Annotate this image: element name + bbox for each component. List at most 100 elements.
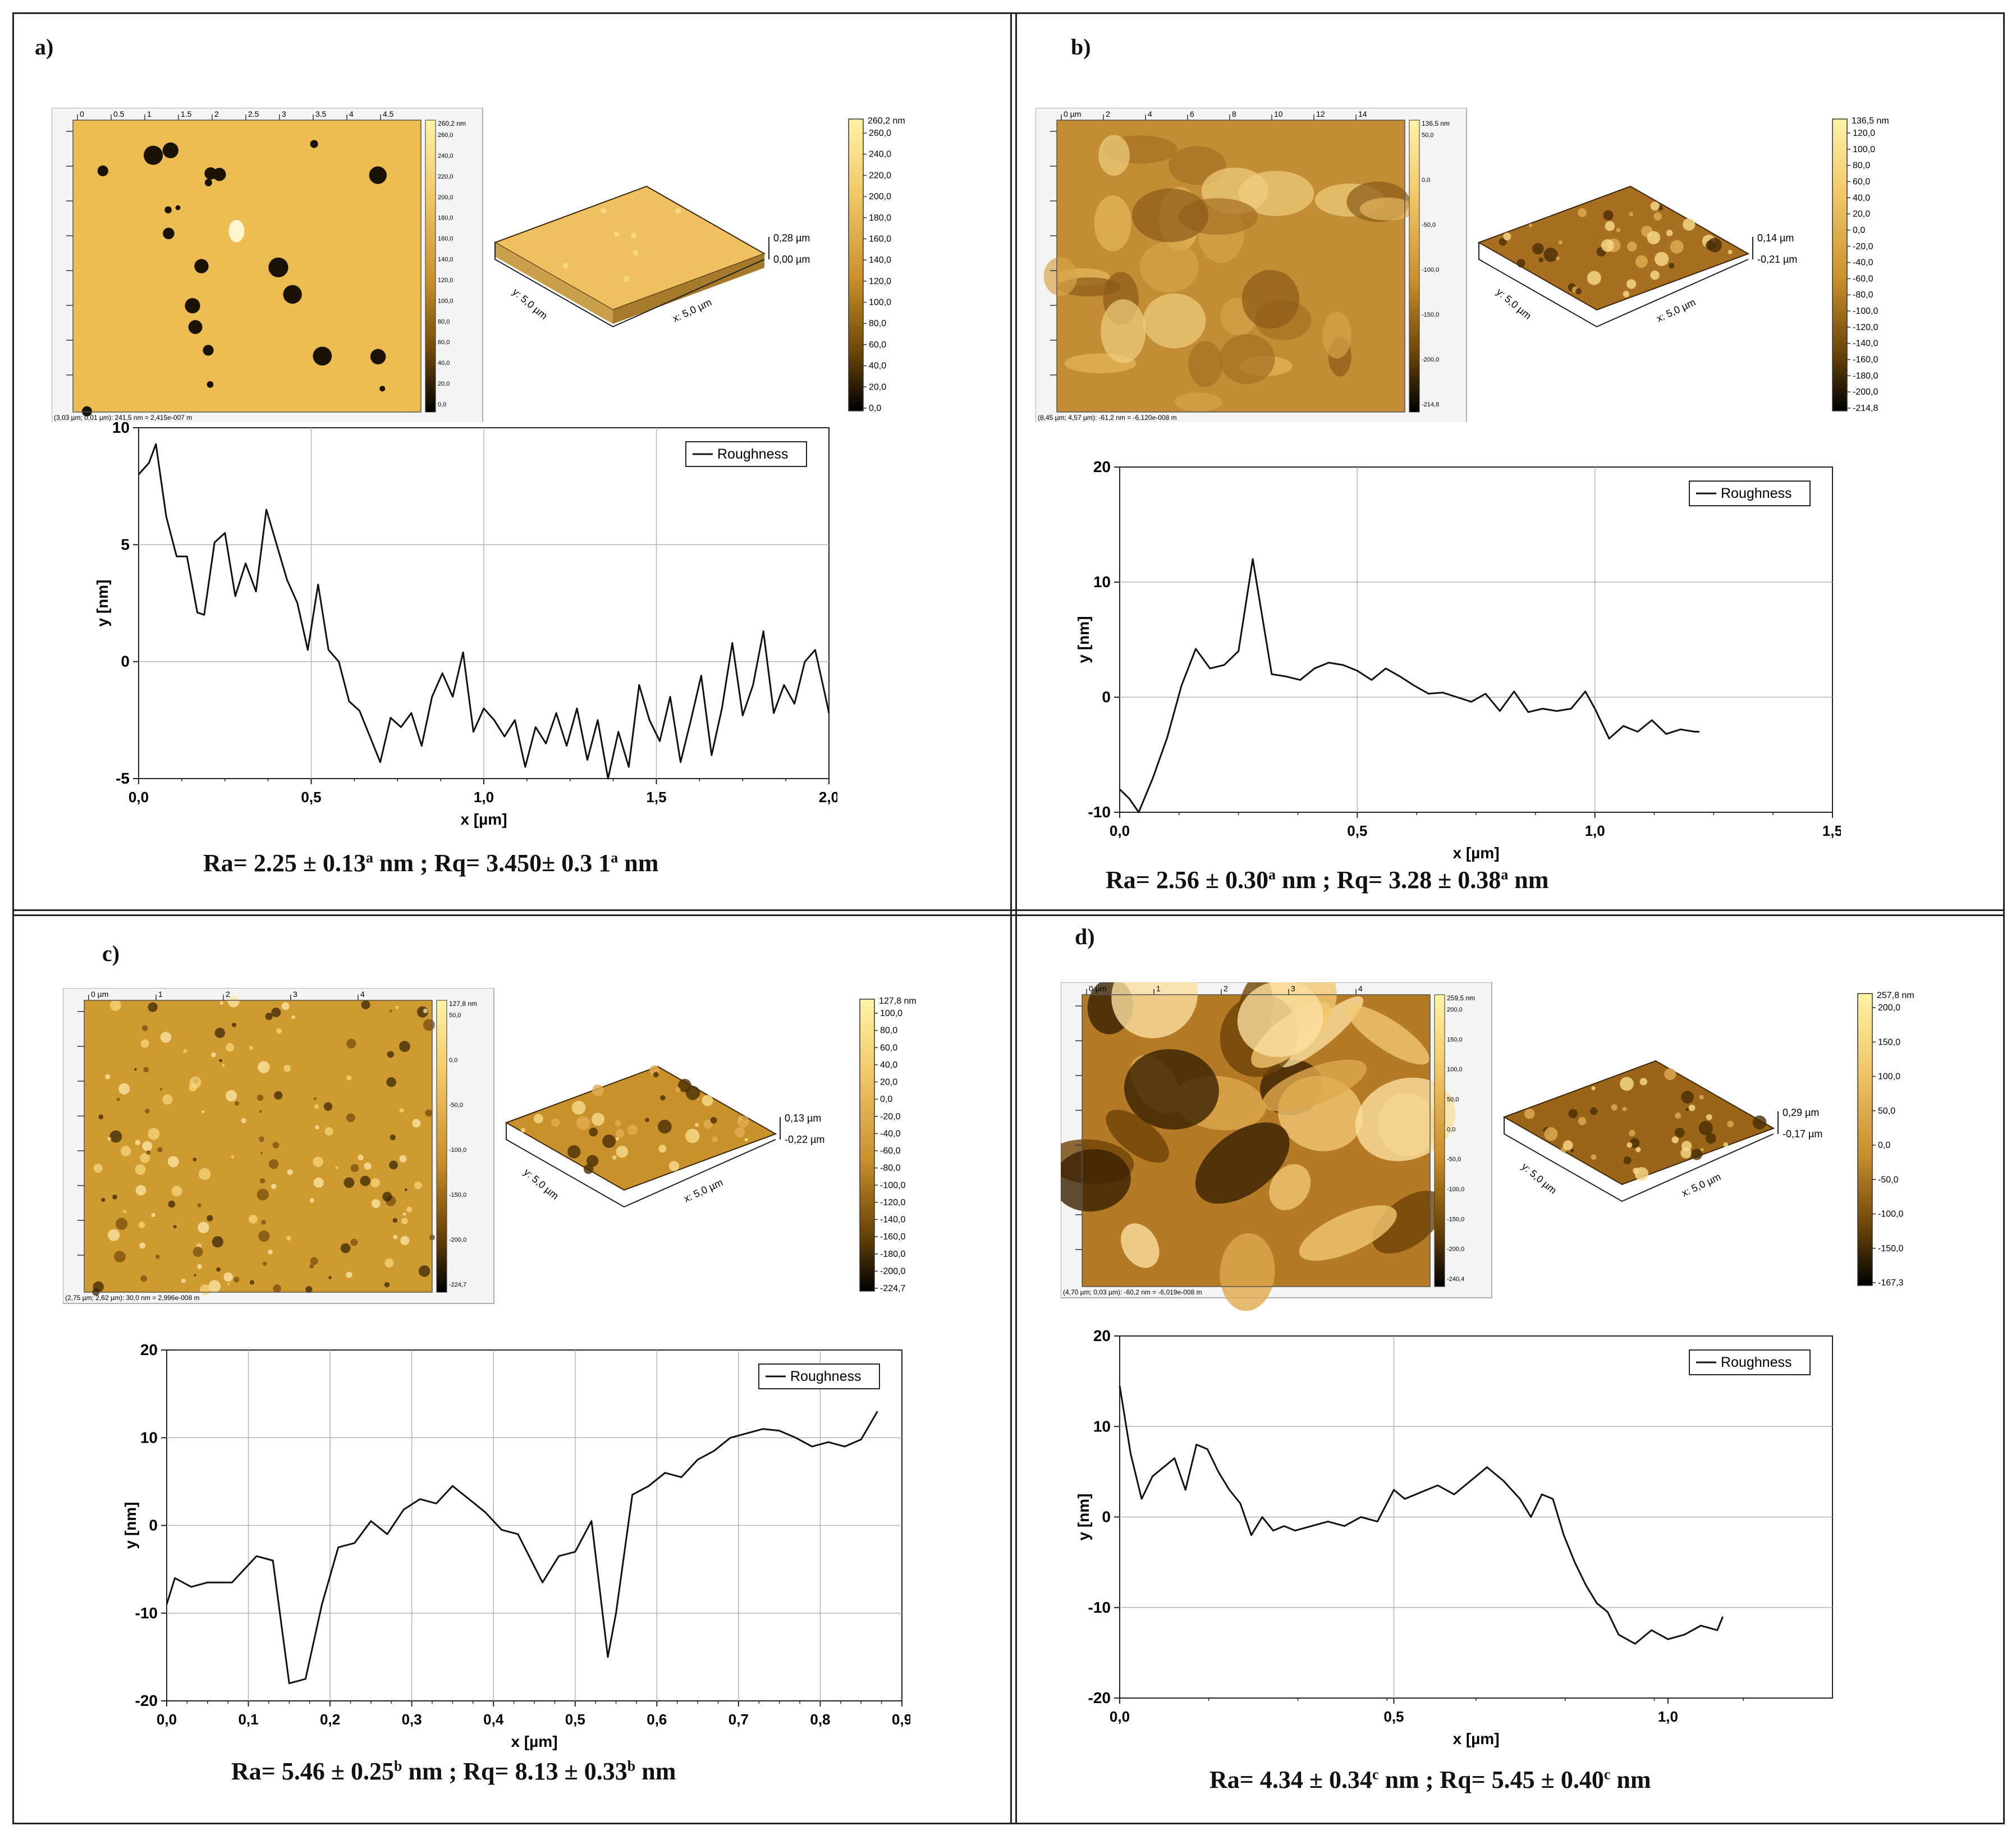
color-scale-tick-label: 200,0: [1878, 1003, 1900, 1013]
image-scale-tick: -50,0: [449, 1102, 463, 1109]
surface-feature: [313, 1097, 317, 1100]
surface-pit: [379, 386, 386, 392]
surface-feature: [200, 1284, 211, 1295]
surface-feature: [168, 1200, 176, 1208]
surface-3d-feature: [1699, 1095, 1704, 1100]
surface-feature: [233, 1276, 240, 1283]
surface-feature: [162, 1094, 173, 1105]
color-scale-tick-label: -180,0: [880, 1250, 905, 1259]
image-scale-tick: -50,0: [1447, 1156, 1461, 1163]
surface-3d-feature: [623, 276, 629, 282]
y-tick-label: -5: [116, 770, 130, 787]
surface-3d-feature: [1727, 1120, 1734, 1128]
surface-feature: [274, 1091, 283, 1100]
color-scale-tick-label: -60,0: [1853, 274, 1873, 283]
surface-3d-feature: [1666, 230, 1673, 236]
surface-feature: [261, 1220, 266, 1225]
surface-feature: [276, 1028, 282, 1034]
ruler-tick-label: 4: [1148, 109, 1152, 118]
x-tick-label: 0,9: [892, 1711, 910, 1728]
color-scale-tick-label: -100,0: [880, 1180, 905, 1190]
color-scale-tick-label: -40,0: [1853, 258, 1873, 268]
surface-3d-feature: [1629, 1129, 1635, 1137]
y-tick-label: -20: [1088, 1689, 1111, 1706]
surface-feature: [193, 1246, 203, 1257]
rq-unit: nm: [1514, 866, 1549, 894]
y-tick-label: 20: [1093, 1327, 1111, 1344]
surface-grain: [1195, 1122, 1290, 1204]
surface-3d-feature: [1538, 257, 1543, 263]
image-scale-bar: [425, 120, 436, 413]
surface-feature: [389, 1160, 398, 1170]
surface-particle: [228, 219, 245, 242]
image-scale-tick: -240,4: [1447, 1276, 1464, 1283]
panel-b-frame: [1010, 12, 2005, 916]
afm-images: 0 0.5 1 1.5 2 2.5 3 3.5 4 4.5 (3,03 µm; 0,01 µm): …: [52, 108, 905, 422]
y-tick-label: 10: [140, 1429, 158, 1446]
surface-3d-feature: [703, 1119, 713, 1129]
image-scale-tick: -224,7: [449, 1282, 466, 1288]
surface-grain: [1238, 171, 1314, 216]
surface-feature: [201, 1110, 205, 1113]
image-scale-tick: -200,0: [1422, 356, 1439, 363]
surface-feature: [108, 1229, 120, 1241]
image-scale-top: 127,8 nm: [449, 1000, 477, 1008]
surface-3d-feature: [1707, 237, 1722, 253]
ruler-tick-label: 0 µm: [1064, 109, 1081, 118]
surface-grain: [1094, 195, 1131, 251]
surface-3d-feature: [1570, 1149, 1574, 1152]
surface-3d-feature: [602, 1134, 616, 1148]
surface-grain: [1111, 982, 1198, 1038]
surface-3d-feature: [1528, 223, 1533, 227]
surface-feature: [115, 1218, 128, 1230]
image-scale-tick: -100,0: [1447, 1186, 1464, 1193]
surface-3d-feature: [1669, 263, 1675, 269]
image-scale-tick: -150,0: [1422, 312, 1439, 318]
surface-feature: [418, 1265, 430, 1277]
surface-3d-view: [493, 185, 766, 311]
surface-3d-feature: [615, 1120, 621, 1127]
ra-unit: nm: [408, 1758, 443, 1785]
surface-feature: [112, 1195, 117, 1200]
color-scale-tick-label: 60,0: [869, 340, 886, 350]
x-axis-label: x [µm]: [1453, 1730, 1499, 1747]
image-scale-top: 259,5 nm: [1447, 994, 1475, 1002]
color-scale-top-label: 127,8 nm: [879, 996, 917, 1006]
image-scale-bar: [436, 1000, 447, 1293]
surface-3d-feature: [1499, 237, 1507, 246]
color-scale-bar: [859, 999, 875, 1292]
ra-error: 0.30: [1225, 866, 1269, 894]
color-scale-tick-label: 20,0: [1853, 209, 1870, 219]
surface-3d-feature: [710, 1117, 717, 1124]
ruler-tick-label: 0: [80, 109, 84, 118]
ruler-tick-label: 2: [1106, 109, 1110, 118]
ra-superscript: a: [1268, 866, 1276, 883]
surface-3d-feature: [1671, 1136, 1679, 1143]
surface-3d-feature: [1591, 1154, 1597, 1160]
color-scale-tick-label: 140,0: [869, 255, 891, 265]
image-scale-tick: 200,0: [438, 194, 453, 201]
color-scale-tick-label: 260,0: [869, 129, 891, 138]
surface-feature: [197, 1264, 203, 1269]
ra-value: 4.34: [1259, 1766, 1303, 1793]
surface-feature: [167, 1156, 179, 1168]
surface-3d-feature: [1616, 228, 1621, 232]
image-scale-tick: 0,0: [438, 401, 446, 408]
image-scale-tick: -150,0: [449, 1192, 466, 1198]
rq-superscript: b: [627, 1758, 636, 1774]
image-scale-tick: -200,0: [449, 1237, 466, 1243]
surface-feature: [382, 1192, 392, 1202]
color-scale-bar: [848, 118, 864, 411]
surface-feature: [401, 1218, 408, 1224]
z-axis-bottom-label: -0,21 µm: [1757, 254, 1797, 265]
x-axis-label: x [µm]: [511, 1733, 557, 1750]
surface-feature: [340, 1243, 351, 1253]
color-scale-tick-label: -140,0: [1853, 339, 1878, 349]
color-scale-tick-label: 100,0: [1878, 1072, 1900, 1082]
image-scale-top: 136,5 nm: [1422, 120, 1450, 127]
x-axis-3d-label: x: 5,0 µm: [1680, 1171, 1722, 1199]
surface-3d-feature: [1603, 210, 1614, 221]
surface-feature: [350, 1164, 359, 1172]
ra-value: 2.25: [253, 849, 297, 877]
surface-3d-feature: [675, 1087, 681, 1092]
